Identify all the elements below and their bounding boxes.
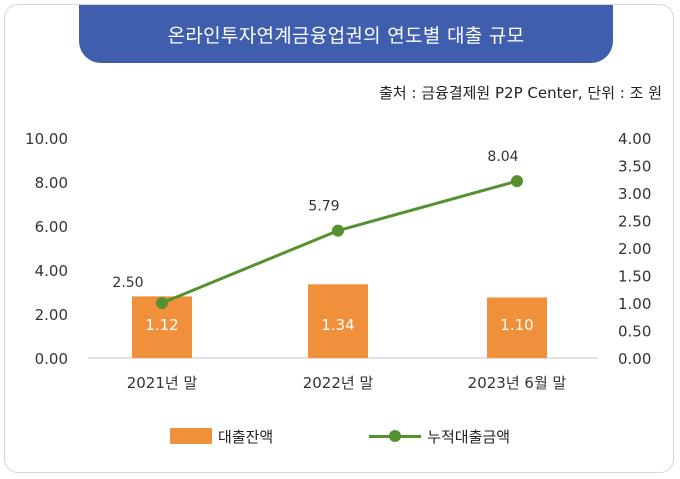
right-tick-label: 1.50	[618, 268, 651, 286]
x-tick-label: 2023년 6월 말	[468, 374, 567, 392]
bar	[487, 297, 547, 358]
source-note: 출처 : 금융결제원 P2P Center, 단위 : 조 원	[379, 84, 662, 102]
line-data-label: 5.79	[308, 199, 339, 215]
legend-label-balance: 대출잔액	[217, 427, 274, 446]
legend-label-cumulative: 누적대출금액	[427, 427, 510, 446]
right-tick-label: 1.00	[618, 295, 651, 313]
line-data-label: 2.50	[112, 275, 143, 291]
left-tick-label: 10.00	[25, 130, 68, 148]
right-tick-label: 0.00	[618, 350, 651, 368]
left-tick-label: 2.00	[35, 306, 68, 324]
right-tick-label: 2.50	[618, 213, 651, 231]
legend-item-balance: 대출잔액	[169, 426, 274, 447]
legend-swatch-line	[369, 429, 422, 443]
left-tick-label: 4.00	[35, 262, 68, 280]
left-tick-label: 8.00	[35, 174, 68, 192]
bar-data-label: 1.34	[321, 316, 354, 334]
x-tick-label: 2021년 말	[127, 374, 198, 392]
left-tick-label: 6.00	[35, 218, 68, 236]
legend-swatch-bar	[169, 428, 212, 444]
right-tick-label: 4.00	[618, 130, 651, 148]
right-tick-label: 2.00	[618, 240, 651, 258]
legend-item-cumulative: 누적대출금액	[369, 426, 510, 447]
bar-series: 1.12 1.34 1.10	[132, 284, 547, 358]
right-axis: 0.00 0.50 1.00 1.50 2.00 2.50 3.00 3.50 4.00	[618, 130, 651, 368]
right-tick-label: 3.00	[618, 185, 651, 203]
bar	[308, 284, 368, 358]
line-point	[156, 297, 168, 309]
chart-title: 온라인투자연계금융업권의 연도별 대출 규모	[79, 5, 613, 63]
bar-data-label: 1.10	[500, 316, 533, 334]
right-tick-label: 0.50	[618, 323, 651, 341]
chart-frame: 온라인투자연계금융업권의 연도별 대출 규모	[4, 4, 674, 473]
line-data-label: 8.04	[487, 149, 518, 165]
left-axis: 0.00 2.00 4.00 6.00 8.00 10.00	[25, 130, 68, 368]
right-tick-label: 3.50	[618, 158, 651, 176]
legend: 대출잔액 누적대출금액	[0, 424, 680, 448]
x-axis: 2021년 말 2022년 말 2023년 6월 말	[127, 374, 567, 392]
line-point	[511, 175, 523, 188]
left-tick-label: 0.00	[35, 350, 68, 368]
bar-data-label: 1.12	[145, 316, 178, 334]
line-point	[332, 224, 344, 237]
line-series: 2.50 5.79 8.04	[112, 149, 523, 309]
x-tick-label: 2022년 말	[303, 374, 374, 392]
